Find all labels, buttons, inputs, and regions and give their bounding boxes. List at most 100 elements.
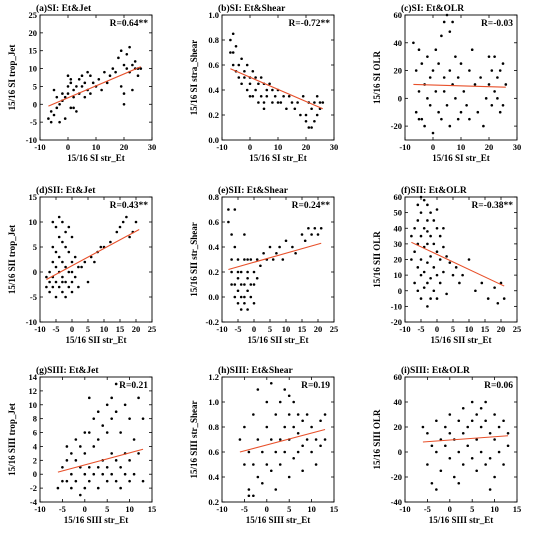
x-tick-label: 20 (485, 142, 494, 152)
data-point (61, 465, 64, 469)
data-point (454, 97, 457, 100)
data-point (274, 488, 278, 491)
y-axis-label: 15/16 SIII trop_Jet (7, 403, 17, 476)
plot-frame (221, 376, 335, 503)
regression-line (57, 448, 144, 473)
y-tick-label: 12 (29, 386, 38, 396)
data-point (416, 289, 420, 293)
y-tick-label: 4 (33, 441, 38, 451)
data-point (72, 106, 75, 110)
data-point (287, 94, 291, 98)
regression-line (46, 229, 140, 280)
data-point (448, 261, 452, 264)
x-tick-label: 5 (268, 324, 272, 334)
data-point (57, 255, 61, 259)
data-point (296, 413, 300, 416)
data-point (442, 20, 446, 24)
data-point (255, 276, 259, 280)
data-point (74, 479, 78, 483)
data-point (77, 265, 80, 269)
panel-title: (g)SIII: Et&Jet (36, 365, 99, 376)
data-point (119, 49, 123, 53)
data-point (234, 44, 238, 48)
x-tick-label: 30 (148, 142, 157, 152)
data-point (101, 424, 105, 427)
data-point (265, 88, 269, 92)
data-point (442, 90, 446, 93)
data-point (125, 67, 129, 70)
data-point (73, 255, 77, 259)
data-point (290, 101, 294, 104)
data-point (247, 488, 251, 491)
correlation-label: R=0.19 (301, 381, 330, 391)
data-point (240, 57, 243, 61)
x-tick-label: -5 (241, 504, 248, 514)
y-tick-label: 0 (33, 267, 37, 277)
data-point (296, 101, 299, 104)
data-point (470, 419, 474, 423)
data-point (233, 208, 237, 211)
y-axis-label: 15/16 SI OLR (372, 50, 382, 104)
data-point (429, 234, 432, 238)
data-point (487, 83, 491, 86)
data-point (64, 295, 67, 299)
data-point (301, 444, 304, 448)
x-tick-label: 10 (92, 142, 101, 152)
data-point (233, 245, 237, 249)
data-point (432, 242, 436, 246)
x-tick-label: 10 (125, 504, 134, 514)
y-tick-label: 30 (394, 239, 403, 249)
data-point (454, 55, 457, 58)
data-point (47, 117, 50, 120)
y-tick-label: 20 (394, 255, 403, 265)
y-tick-label: 40 (394, 397, 403, 407)
data-point (101, 472, 105, 476)
data-point (278, 245, 281, 249)
x-tick-label: 15 (116, 324, 125, 334)
plot-frame (39, 14, 153, 141)
data-point (292, 425, 295, 429)
x-tick-label: 10 (274, 142, 283, 152)
data-point (132, 438, 136, 441)
data-point (100, 88, 103, 92)
data-point (119, 486, 122, 490)
data-point (454, 266, 458, 269)
data-point (451, 20, 454, 24)
data-point (51, 220, 55, 224)
y-tick-label: 0 (398, 447, 402, 457)
data-point (417, 117, 421, 121)
data-point (251, 69, 255, 73)
y-tick-label: 2 (33, 455, 37, 465)
data-point (456, 76, 460, 79)
data-point (506, 444, 510, 448)
data-point (504, 83, 508, 86)
x-tick-label: 10 (100, 324, 109, 334)
data-point (52, 113, 56, 117)
data-point (105, 431, 109, 434)
x-tick-label: 15 (513, 504, 522, 514)
y-tick-label: 0 (398, 286, 402, 296)
data-point (316, 233, 320, 236)
x-tick-label: 10 (465, 324, 474, 334)
data-point (476, 110, 480, 114)
data-point (136, 74, 140, 78)
data-point (434, 48, 438, 52)
data-point (426, 97, 429, 100)
data-point (239, 295, 243, 299)
data-point (131, 88, 134, 92)
y-tick-label: -10 (26, 317, 37, 327)
data-point (265, 425, 269, 429)
data-point (236, 301, 240, 305)
correlation-label: R=0.06 (484, 381, 513, 391)
data-point (87, 431, 91, 434)
data-point (459, 110, 463, 114)
data-point (137, 396, 140, 400)
y-tick-label: 1.0 (208, 10, 219, 20)
y-tick-label: 8 (33, 414, 37, 424)
data-point (444, 444, 447, 448)
data-point (252, 283, 256, 286)
data-point (243, 301, 246, 305)
x-tick-label: -5 (59, 504, 66, 514)
data-point (70, 472, 73, 476)
data-point (448, 30, 452, 33)
